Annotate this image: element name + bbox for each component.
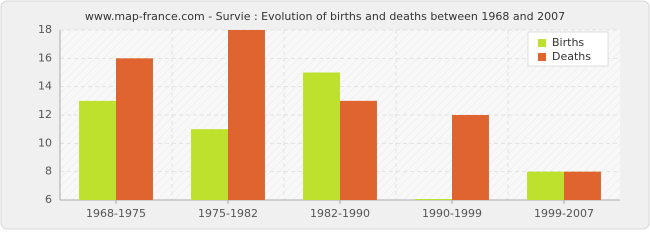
y-tick-label: 8 — [45, 165, 52, 178]
chart: www.map-france.com - Survie : Evolution … — [0, 0, 650, 230]
legend-label: Births — [552, 36, 584, 49]
bar — [340, 100, 377, 200]
legend-label: Deaths — [552, 50, 591, 63]
x-tick-label: 1982-1990 — [310, 207, 370, 220]
bar — [116, 58, 153, 201]
bar — [527, 171, 564, 200]
bar — [303, 72, 340, 200]
y-tick-label: 16 — [38, 51, 52, 64]
bar — [564, 171, 601, 200]
y-tick-label: 10 — [38, 136, 52, 149]
x-tick-label: 1968-1975 — [86, 207, 146, 220]
legend-swatch — [538, 39, 546, 47]
y-tick-label: 18 — [38, 23, 52, 36]
x-tick-label: 1999-2007 — [534, 207, 594, 220]
chart-title: www.map-france.com - Survie : Evolution … — [85, 10, 565, 23]
legend-swatch — [538, 53, 546, 61]
x-tick-label: 1990-1999 — [422, 207, 482, 220]
y-tick-label: 6 — [45, 193, 52, 206]
bar — [79, 100, 116, 200]
bar — [415, 199, 452, 200]
bar — [191, 129, 228, 200]
bar — [228, 30, 265, 200]
y-tick-label: 14 — [38, 80, 52, 93]
y-tick-label: 12 — [38, 108, 52, 121]
x-tick-label: 1975-1982 — [198, 207, 258, 220]
bar — [452, 115, 489, 200]
